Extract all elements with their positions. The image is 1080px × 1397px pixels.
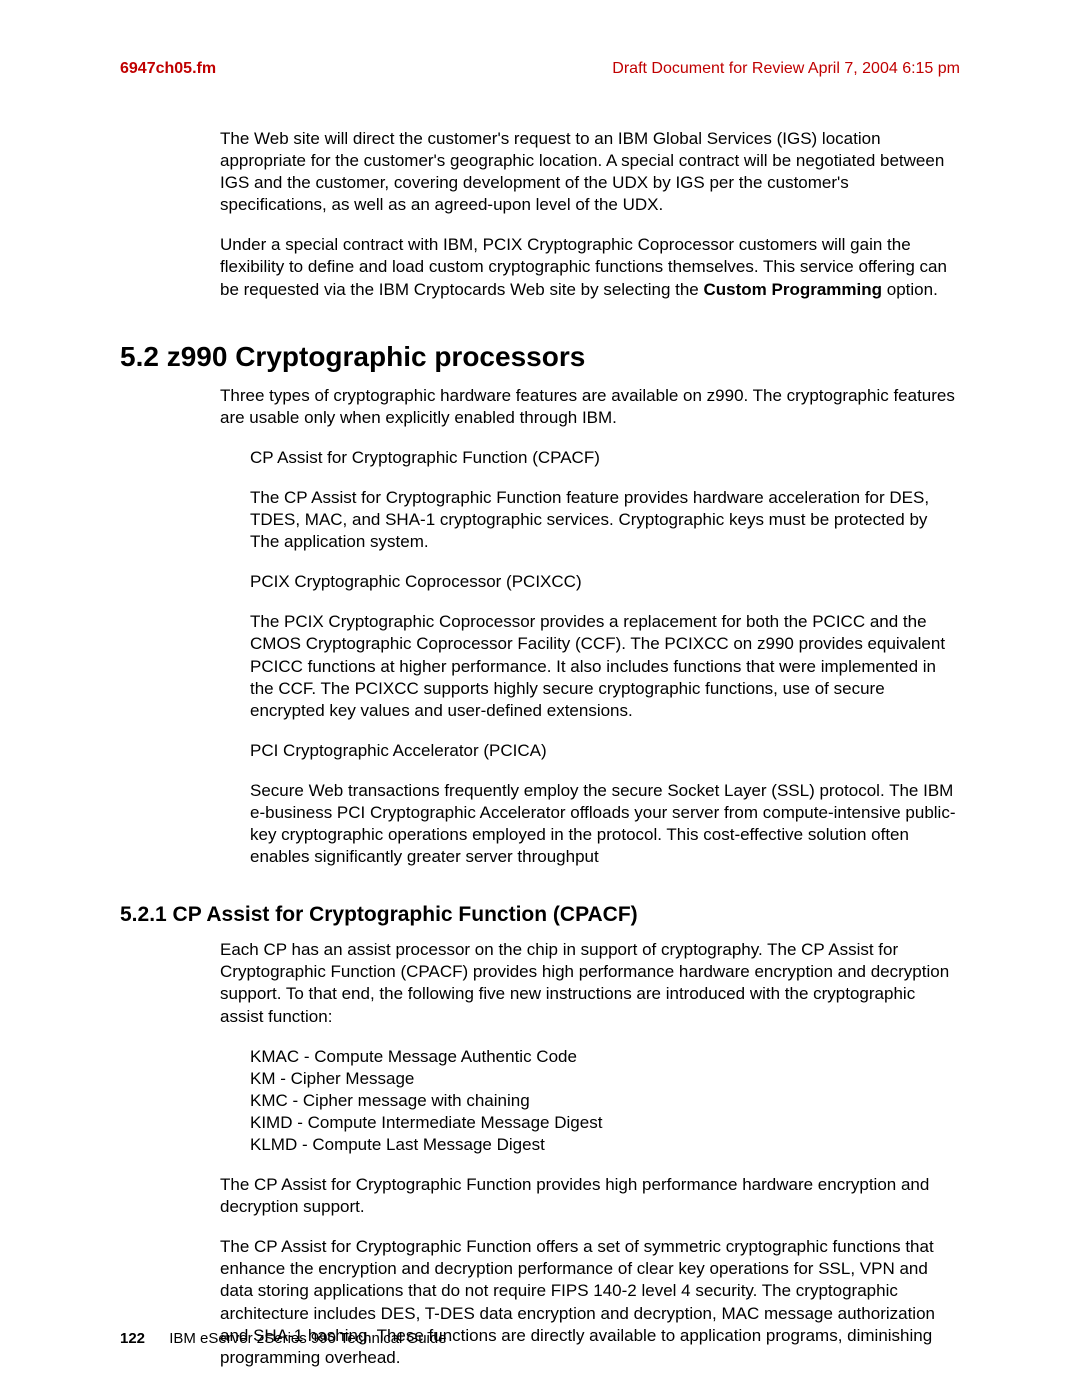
list-item: KMC - Cipher message with chaining xyxy=(250,1090,960,1112)
header-draft-note: Draft Document for Review April 7, 2004 … xyxy=(612,60,960,78)
page-header: 6947ch05.fm Draft Document for Review Ap… xyxy=(120,60,960,78)
paragraph: Three types of cryptographic hardware fe… xyxy=(220,385,960,429)
text-run: option. xyxy=(882,280,938,299)
paragraph: CP Assist for Cryptographic Function (CP… xyxy=(250,447,960,469)
paragraph: The CP Assist for Cryptographic Function… xyxy=(250,487,960,553)
paragraph: The Web site will direct the customer's … xyxy=(220,128,960,216)
paragraph: PCIX Cryptographic Coprocessor (PCIXCC) xyxy=(250,571,960,593)
list-item: KLMD - Compute Last Message Digest xyxy=(250,1134,960,1156)
list-item: KMAC - Compute Message Authentic Code xyxy=(250,1046,960,1068)
instruction-list: KMAC - Compute Message Authentic Code KM… xyxy=(250,1046,960,1156)
page-number: 122 xyxy=(120,1330,145,1347)
list-item: KM - Cipher Message xyxy=(250,1068,960,1090)
paragraph: Secure Web transactions frequently emplo… xyxy=(250,780,960,868)
list-item: KIMD - Compute Intermediate Message Dige… xyxy=(250,1112,960,1134)
section-heading: 5.2 z990 Cryptographic processors xyxy=(120,341,960,373)
paragraph: The PCIX Cryptographic Coprocessor provi… xyxy=(250,611,960,721)
header-filename: 6947ch05.fm xyxy=(120,60,216,78)
bold-text: Custom Programming xyxy=(704,280,883,299)
paragraph: The CP Assist for Cryptographic Function… xyxy=(220,1174,960,1218)
paragraph: The CP Assist for Cryptographic Function… xyxy=(220,1236,960,1369)
footer-title: IBM eServer zSeries 990 Technical Guide xyxy=(169,1330,446,1347)
paragraph: Each CP has an assist processor on the c… xyxy=(220,939,960,1027)
page-container: 6947ch05.fm Draft Document for Review Ap… xyxy=(0,0,1080,1397)
subsection-heading: 5.2.1 CP Assist for Cryptographic Functi… xyxy=(120,903,960,927)
page-footer: 122 IBM eServer zSeries 990 Technical Gu… xyxy=(120,1330,447,1347)
paragraph: Under a special contract with IBM, PCIX … xyxy=(220,234,960,300)
paragraph: PCI Cryptographic Accelerator (PCICA) xyxy=(250,740,960,762)
